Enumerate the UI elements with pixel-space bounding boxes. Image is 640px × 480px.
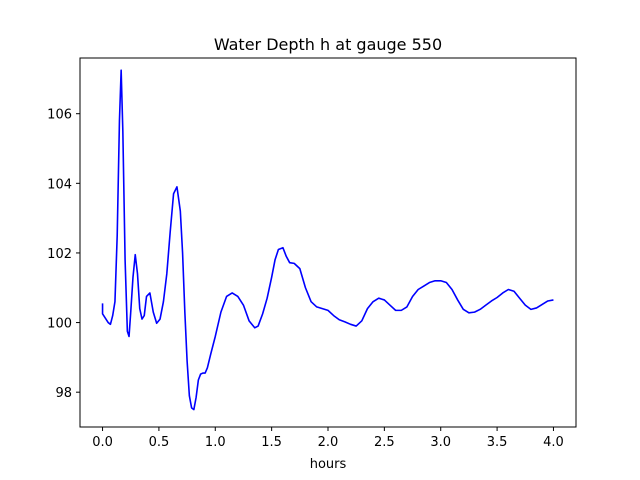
x-tick-label: 2.5	[374, 435, 395, 450]
x-tick-label: 0.5	[149, 435, 170, 450]
x-tick-label: 0.0	[92, 435, 113, 450]
x-tick-label: 4.0	[543, 435, 564, 450]
y-tick-label: 98	[55, 386, 72, 401]
y-tick-label: 102	[47, 247, 72, 262]
y-axis: 98 100 102 104 106	[47, 108, 80, 401]
x-tick-label: 3.0	[430, 435, 451, 450]
x-tick-label: 1.0	[205, 435, 226, 450]
x-tick-label: 3.5	[487, 435, 508, 450]
axes-frame	[79, 57, 577, 428]
x-tick-label: 2.0	[318, 435, 339, 450]
y-tick-label: 104	[47, 177, 72, 192]
series-line-0	[101, 69, 554, 411]
y-tick-label: 100	[47, 317, 72, 332]
x-axis-label: hours	[310, 457, 347, 472]
y-tick-label: 106	[47, 108, 72, 123]
plot-area	[79, 57, 577, 428]
x-axis: 0.0 0.5 1.0 1.5 2.0 2.5 3.0 3.5 4.0	[92, 427, 564, 450]
chart-title: Water Depth h at gauge 550	[214, 35, 442, 54]
x-tick-label: 1.5	[261, 435, 282, 450]
